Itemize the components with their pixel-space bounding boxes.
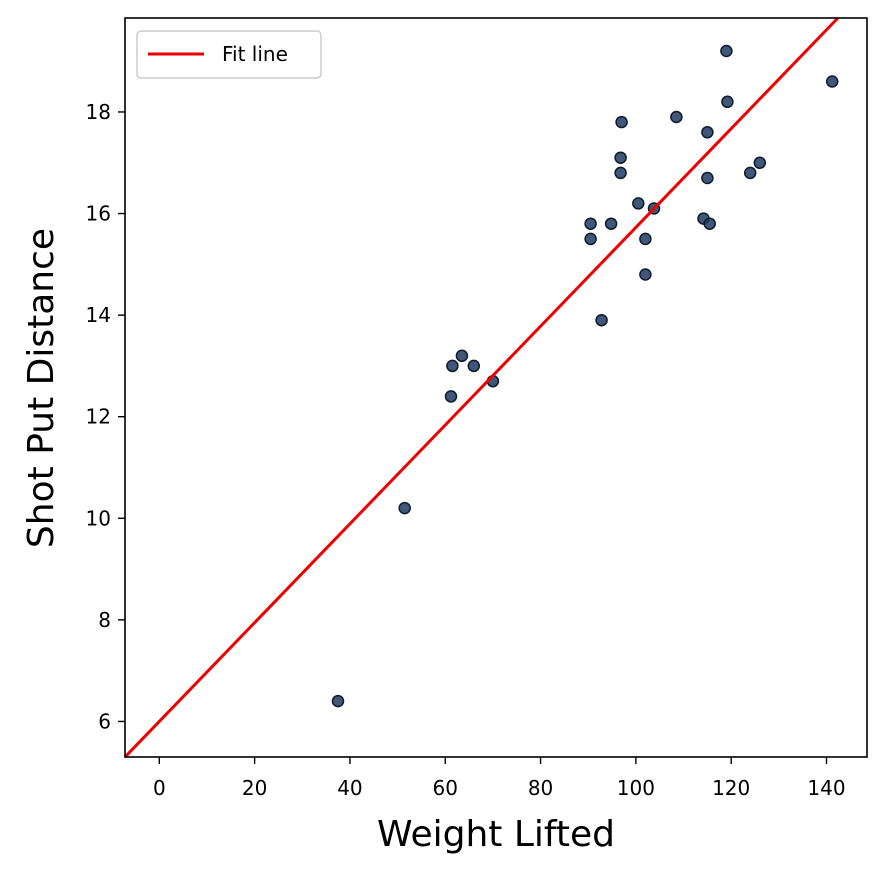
plot-marks (123, 16, 839, 759)
scatter-point (446, 359, 459, 373)
scatter-point (615, 115, 628, 129)
scatter-point (584, 232, 597, 246)
scatter-point (632, 197, 645, 210)
y-axis-label: Shot Put Distance (21, 228, 62, 548)
y-tick-label: 18 (86, 100, 111, 124)
scatter-point (444, 390, 458, 403)
scatter-point (721, 95, 734, 109)
scatter-point (701, 171, 714, 185)
scatter-point (467, 359, 481, 373)
scatter-point (604, 217, 618, 230)
scatter-point (584, 217, 597, 230)
scatter-point (595, 313, 608, 327)
scatter-point (614, 151, 627, 164)
scatter-point (703, 217, 716, 230)
x-axis-label: Weight Lifted (377, 814, 615, 855)
x-tick-label: 60 (433, 776, 458, 800)
x-tick-label: 120 (712, 776, 750, 800)
fit-line (123, 16, 839, 759)
x-axis-ticks: 0 20 40 60 80 100 120 140 (153, 757, 846, 800)
scatter-point (614, 166, 627, 180)
scatter-point (701, 126, 714, 139)
legend-fit-line-label: Fit line (222, 42, 288, 66)
scatter-point (639, 268, 652, 281)
scatter-point (753, 156, 767, 170)
scatter-point (825, 75, 839, 88)
scatter-point (331, 694, 345, 708)
y-axis-ticks: 6 8 10 12 14 16 18 (86, 100, 125, 733)
x-tick-label: 140 (807, 776, 845, 800)
x-tick-label: 40 (337, 776, 362, 800)
y-tick-label: 10 (86, 506, 111, 530)
scatter-point (670, 110, 683, 124)
y-tick-label: 14 (86, 303, 111, 327)
x-tick-label: 80 (528, 776, 553, 800)
y-tick-label: 12 (86, 405, 111, 429)
y-tick-label: 8 (98, 608, 111, 632)
scatter-point (455, 349, 469, 363)
plot-frame (124, 17, 868, 758)
scatter-point (398, 501, 411, 515)
x-tick-label: 100 (617, 776, 655, 800)
scatter-point (720, 44, 733, 58)
x-tick-label: 0 (153, 776, 166, 800)
scatter-point (743, 166, 757, 180)
legend: Fit line (136, 30, 322, 79)
y-tick-label: 16 (86, 202, 111, 226)
legend-box (136, 30, 322, 79)
y-tick-label: 6 (98, 709, 111, 733)
x-tick-label: 20 (242, 776, 267, 800)
scatter-point (639, 232, 652, 246)
